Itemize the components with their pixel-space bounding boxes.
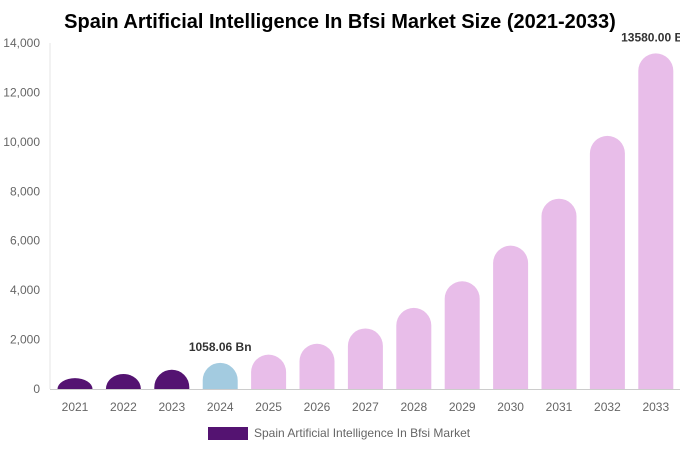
x-tick-label: 2025 — [255, 400, 282, 414]
x-tick-label: 2026 — [304, 400, 331, 414]
bar-2033[interactable] — [638, 53, 674, 389]
chart-title: Spain Artificial Intelligence In Bfsi Ma… — [64, 11, 616, 33]
y-tick-label: 4,000 — [10, 283, 40, 297]
x-tick-label: 2033 — [642, 400, 669, 414]
x-tick-label: 2022 — [110, 400, 137, 414]
bar-2027[interactable] — [347, 328, 383, 389]
x-tick-label: 2023 — [158, 400, 185, 414]
legend-label[interactable]: Spain Artificial Intelligence In Bfsi Ma… — [254, 426, 471, 440]
bar-2024[interactable] — [202, 362, 238, 389]
x-tick-label: 2031 — [546, 400, 573, 414]
legend-swatch — [208, 427, 248, 440]
data-label: 13580.00 Bn — [621, 30, 680, 44]
y-tick-label: 6,000 — [10, 234, 40, 248]
y-tick-label: 8,000 — [10, 184, 40, 198]
x-tick-label: 2024 — [207, 400, 234, 414]
y-tick-label: 12,000 — [3, 85, 40, 99]
bar-2025[interactable] — [251, 354, 287, 389]
x-tick-label: 2030 — [497, 400, 524, 414]
x-tick-label: 2032 — [594, 400, 621, 414]
bar-2022[interactable] — [105, 373, 141, 389]
y-tick-label: 2,000 — [10, 333, 40, 347]
y-tick-label: 0 — [33, 382, 40, 396]
bar-2029[interactable] — [444, 281, 480, 389]
y-tick-label: 10,000 — [3, 135, 40, 149]
x-tick-label: 2028 — [400, 400, 427, 414]
x-tick-label: 2029 — [449, 400, 476, 414]
x-tick-label: 2021 — [62, 400, 89, 414]
bar-2021[interactable] — [57, 378, 93, 389]
bar-2032[interactable] — [589, 135, 625, 389]
bar-2031[interactable] — [541, 198, 577, 389]
bar-2030[interactable] — [493, 245, 529, 389]
y-tick-label: 14,000 — [3, 36, 40, 50]
bar-2023[interactable] — [154, 369, 190, 389]
bar-2026[interactable] — [299, 343, 335, 389]
x-tick-label: 2027 — [352, 400, 379, 414]
data-label: 1058.06 Bn — [189, 340, 252, 354]
bar-2028[interactable] — [396, 307, 432, 389]
